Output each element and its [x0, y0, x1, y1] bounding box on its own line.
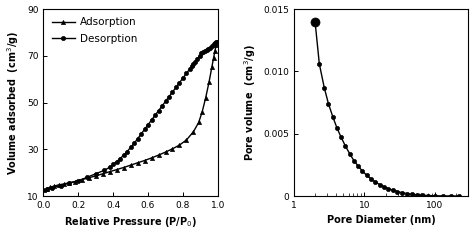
Desorption [163, 100, 168, 103]
Y-axis label: Pore volume  (cm$^3$/g): Pore volume (cm$^3$/g) [242, 44, 257, 161]
Desorption [114, 160, 119, 163]
Adsorption [107, 170, 112, 173]
Adsorption [142, 159, 147, 162]
Adsorption [196, 121, 201, 124]
Desorption [166, 95, 172, 98]
Adsorption [93, 175, 99, 177]
Adsorption [213, 44, 219, 47]
Desorption [214, 40, 220, 43]
Adsorption [200, 110, 205, 113]
Desorption [204, 49, 210, 51]
Adsorption [203, 96, 209, 99]
Adsorption [206, 80, 212, 83]
Desorption [197, 54, 202, 57]
Desorption [131, 142, 137, 145]
Desorption [209, 45, 215, 48]
Desorption [49, 186, 55, 189]
Adsorption [177, 144, 182, 146]
Desorption [142, 128, 147, 131]
Desorption [67, 182, 73, 184]
Desorption [191, 63, 196, 65]
Adsorption [121, 166, 127, 169]
Desorption [159, 105, 165, 107]
Line: Desorption: Desorption [45, 40, 219, 192]
Desorption [101, 169, 107, 172]
Desorption [58, 184, 64, 187]
Adsorption [86, 176, 91, 179]
Adsorption [214, 40, 220, 43]
Adsorption [79, 178, 84, 181]
Desorption [93, 172, 99, 175]
Desorption [173, 86, 179, 89]
Adsorption [56, 183, 62, 186]
Adsorption [51, 185, 56, 188]
Desorption [128, 146, 133, 149]
Desorption [170, 91, 175, 94]
Desorption [177, 81, 182, 84]
Adsorption [67, 181, 73, 184]
Desorption [207, 46, 213, 49]
Desorption [212, 42, 218, 44]
Adsorption [210, 57, 216, 59]
Desorption [180, 77, 186, 79]
Desorption [124, 150, 130, 153]
Desorption [135, 137, 140, 140]
Desorption [213, 40, 219, 43]
Adsorption [44, 187, 50, 190]
Adsorption [212, 50, 218, 53]
Desorption [202, 50, 208, 53]
Desorption [194, 58, 200, 61]
Legend: Adsorption, Desorption: Adsorption, Desorption [48, 14, 140, 47]
Desorption [84, 176, 90, 179]
Adsorption [100, 172, 106, 175]
Desorption [44, 188, 50, 191]
Desorption [199, 52, 204, 55]
Adsorption [191, 130, 196, 133]
Desorption [138, 133, 144, 136]
Adsorption [41, 189, 47, 192]
Desorption [145, 123, 151, 126]
Desorption [189, 65, 194, 68]
Desorption [183, 72, 189, 75]
Adsorption [47, 186, 53, 188]
Adsorption [163, 151, 168, 153]
Desorption [200, 51, 206, 54]
Adsorption [114, 168, 119, 171]
Adsorption [61, 182, 67, 185]
Desorption [192, 60, 198, 63]
Adsorption [135, 161, 140, 164]
Adsorption [72, 180, 78, 183]
Line: Adsorption: Adsorption [42, 40, 219, 192]
Desorption [187, 67, 193, 70]
X-axis label: Pore Diameter (nm): Pore Diameter (nm) [327, 215, 436, 225]
Desorption [75, 180, 81, 182]
Adsorption [183, 138, 189, 141]
Adsorption [149, 157, 155, 159]
Adsorption [209, 66, 215, 69]
Desorption [155, 109, 161, 112]
Y-axis label: Volume adsorbed  (cm$^3$/g): Volume adsorbed (cm$^3$/g) [6, 30, 21, 175]
Desorption [210, 43, 216, 46]
Desorption [107, 166, 112, 169]
X-axis label: Relative Pressure (P/P$_0$): Relative Pressure (P/P$_0$) [64, 215, 197, 229]
Adsorption [155, 154, 161, 157]
Desorption [205, 47, 211, 50]
Desorption [149, 119, 155, 121]
Desorption [152, 114, 158, 117]
Adsorption [170, 147, 175, 150]
Adsorption [128, 164, 133, 167]
Desorption [117, 157, 123, 160]
Desorption [110, 163, 116, 166]
Desorption [121, 154, 127, 157]
